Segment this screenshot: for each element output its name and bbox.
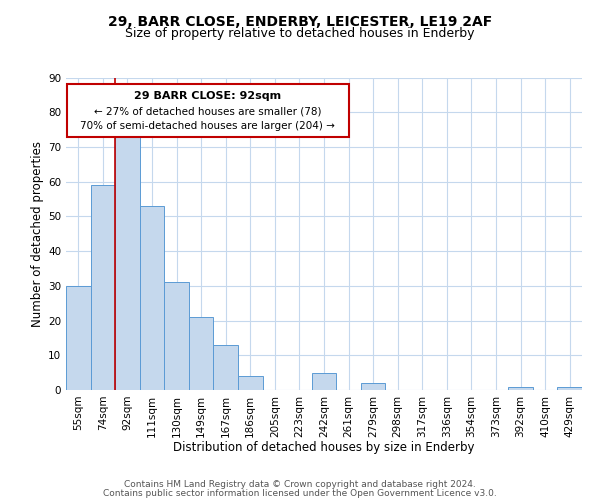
Text: 70% of semi-detached houses are larger (204) →: 70% of semi-detached houses are larger (… (80, 121, 335, 131)
Bar (115, 130, 140, 390)
Bar (361, 383, 385, 390)
Y-axis label: Number of detached properties: Number of detached properties (31, 141, 44, 327)
Bar (312, 372, 336, 390)
Text: Contains public sector information licensed under the Open Government Licence v3: Contains public sector information licen… (103, 488, 497, 498)
Bar (238, 376, 263, 390)
Text: Size of property relative to detached houses in Enderby: Size of property relative to detached ho… (125, 28, 475, 40)
X-axis label: Distribution of detached houses by size in Enderby: Distribution of detached houses by size … (173, 441, 475, 454)
Text: Contains HM Land Registry data © Crown copyright and database right 2024.: Contains HM Land Registry data © Crown c… (124, 480, 476, 489)
Bar (508, 386, 533, 390)
Text: 29, BARR CLOSE, ENDERBY, LEICESTER, LE19 2AF: 29, BARR CLOSE, ENDERBY, LEICESTER, LE19… (108, 15, 492, 29)
Text: ← 27% of detached houses are smaller (78): ← 27% of detached houses are smaller (78… (94, 106, 322, 117)
Bar (66, 286, 91, 390)
FancyBboxPatch shape (67, 84, 349, 136)
Bar (189, 317, 214, 390)
Bar (214, 345, 238, 390)
Bar (140, 206, 164, 390)
Text: 29 BARR CLOSE: 92sqm: 29 BARR CLOSE: 92sqm (134, 91, 281, 101)
Bar (557, 386, 582, 390)
Bar (164, 282, 189, 390)
Bar (91, 185, 115, 390)
